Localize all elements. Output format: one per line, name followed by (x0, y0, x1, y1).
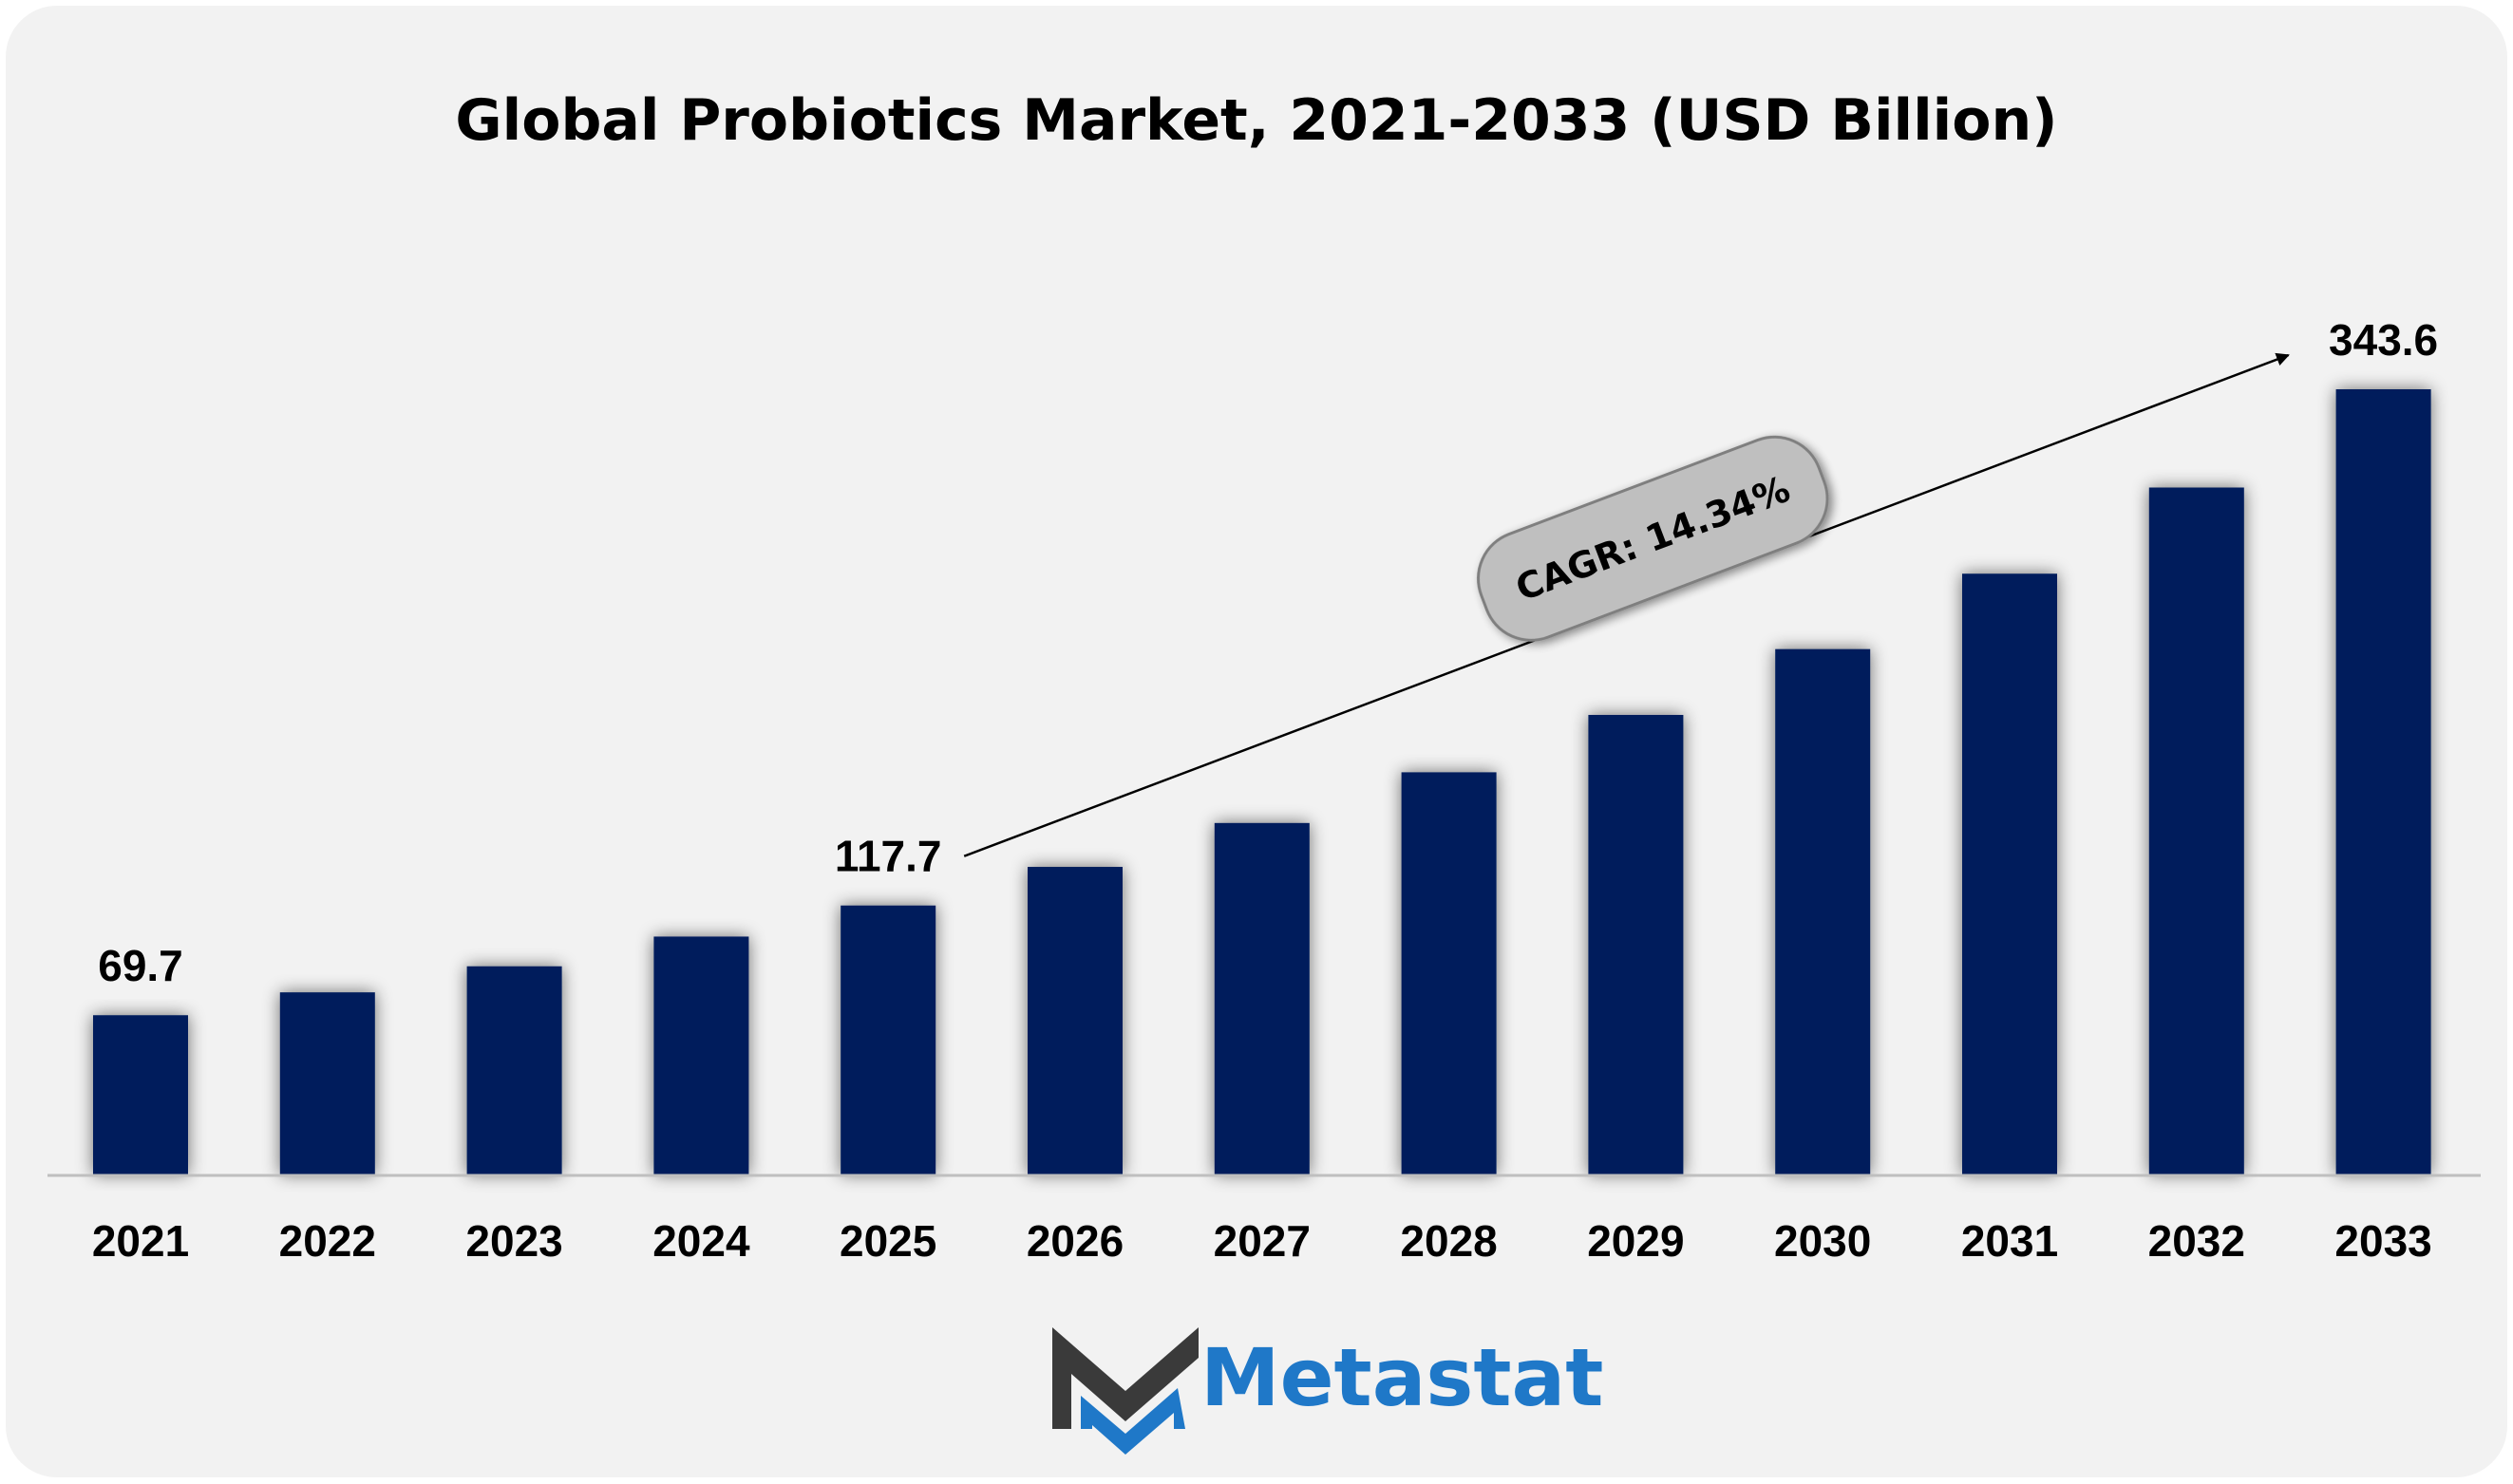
x-tick-2021: 2021 (92, 1216, 189, 1266)
logo-text: Metastat (1200, 1331, 1603, 1424)
bars-group (93, 389, 2431, 1174)
data-label-2025: 117.7 (835, 832, 942, 881)
bar-2029 (1588, 714, 1684, 1174)
x-tick-2023: 2023 (465, 1216, 562, 1266)
x-tick-2032: 2032 (2148, 1216, 2245, 1266)
bar-2024 (653, 936, 749, 1174)
bar-2032 (2148, 487, 2244, 1174)
metastat-logo: Metastat (1052, 1327, 1603, 1455)
metastat-m-icon (1052, 1327, 1199, 1455)
bar-2023 (466, 966, 562, 1174)
bar-2021 (93, 1015, 188, 1174)
bar-2026 (1028, 867, 1123, 1174)
x-tick-2027: 2027 (1214, 1216, 1311, 1266)
bar-2027 (1214, 822, 1310, 1174)
bar-2025 (841, 905, 936, 1174)
data-labels: 69.7 117.7 343.6 (98, 315, 2438, 990)
bar-2033 (2335, 389, 2431, 1174)
x-tick-2026: 2026 (1027, 1216, 1124, 1266)
bar-2031 (1962, 573, 2057, 1174)
x-tick-2022: 2022 (279, 1216, 376, 1266)
x-tick-2030: 2030 (1774, 1216, 1871, 1266)
x-tick-2025: 2025 (840, 1216, 936, 1266)
bar-2030 (1775, 648, 1871, 1174)
x-tick-labels: 2021 2022 2023 2024 2025 2026 2027 2028 2029 2030… (92, 1216, 2432, 1266)
x-tick-2024: 2024 (652, 1216, 750, 1266)
data-label-2033: 343.6 (2329, 315, 2438, 365)
bar-2028 (1401, 772, 1497, 1174)
x-tick-2028: 2028 (1400, 1216, 1497, 1266)
x-tick-2033: 2033 (2334, 1216, 2431, 1266)
x-tick-2031: 2031 (1961, 1216, 2058, 1266)
chart-title: Global Probiotics Market, 2021-2033 (USD… (455, 87, 2057, 154)
bar-2022 (279, 992, 375, 1174)
cagr-badge: CAGR: 14.34% (1477, 435, 1829, 642)
chart-card (6, 6, 2507, 1477)
x-tick-2029: 2029 (1587, 1216, 1684, 1266)
data-label-2021: 69.7 (98, 941, 183, 990)
cagr-badge-background (1477, 435, 1829, 642)
